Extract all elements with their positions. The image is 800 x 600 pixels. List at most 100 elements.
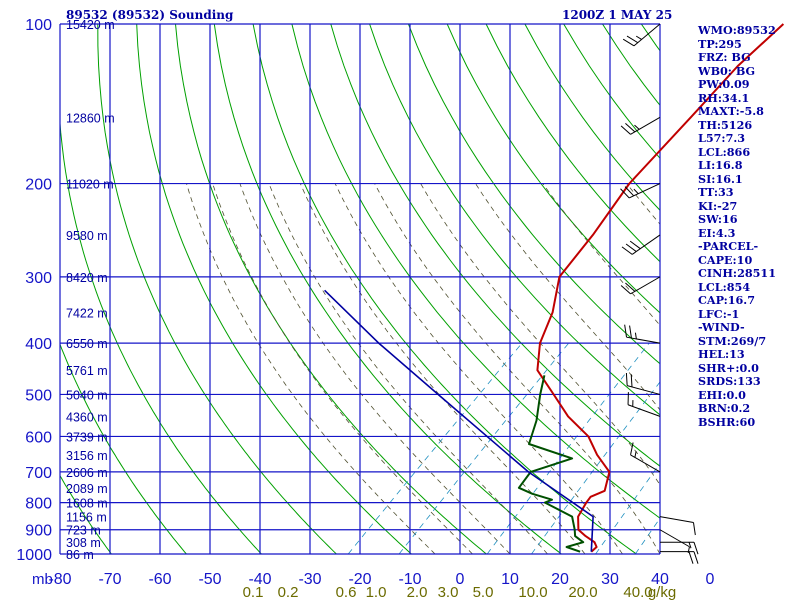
mixing-ratio-label: 0.6: [336, 584, 357, 600]
index-line: SRDS:133: [698, 374, 761, 388]
pressure-label: 800: [25, 496, 52, 513]
index-line: WMO:89532: [698, 23, 776, 37]
height-label: 86 m: [66, 548, 94, 562]
index-line: -WIND-: [698, 320, 745, 334]
pressure-label: 700: [25, 465, 52, 482]
temperature-tick-label: -80: [48, 571, 71, 588]
height-label: 2606 m: [66, 466, 108, 480]
mixing-ratio-label: 0.2: [278, 584, 299, 600]
index-line: LCL:854: [698, 279, 751, 294]
dry-adiabat: [213, 24, 562, 554]
moist-adiabat: [186, 183, 436, 554]
stability-indices-panel: WMO:89532 TP:295 FRZ: BG WB0: BG PW:0.09 RH:3…: [698, 23, 800, 429]
mixing-ratio-label: 1.0: [366, 584, 387, 600]
height-label: 5761 m: [66, 364, 108, 378]
pressure-label: 900: [25, 523, 52, 540]
pressure-label: 100: [25, 17, 52, 34]
temperature-tick-label: -20: [348, 571, 371, 588]
wind-barb: [660, 541, 699, 555]
moist-adiabat: [334, 183, 623, 554]
temperature-tick-label: -60: [148, 571, 171, 588]
index-line: CAPE:10: [698, 252, 753, 267]
height-label: 15420 m: [66, 18, 115, 32]
wind-barbs: [620, 23, 699, 564]
index-line: L57:7.3: [698, 131, 746, 145]
moist-adiabat: [268, 183, 548, 554]
pressure-label: 500: [25, 387, 52, 404]
height-label: 4360 m: [66, 410, 108, 424]
index-line: SI:16.1: [698, 171, 743, 186]
height-label: 723 m: [66, 524, 101, 538]
wind-barb: [624, 324, 661, 344]
index-line: -PARCEL-: [698, 239, 759, 253]
dry-adiabats: [60, 24, 660, 554]
wind-barb: [625, 372, 661, 395]
mixing-ratio-label: 20.0: [568, 584, 597, 600]
profile-lines: [324, 23, 785, 553]
index-line: STM:269/7: [698, 333, 767, 348]
temperature-tick-label: -30: [298, 571, 321, 588]
height-label: 6550 m: [66, 337, 108, 351]
wind-barb: [630, 442, 661, 473]
mixing-ratio-line: [486, 342, 650, 554]
wind-barb: [620, 116, 661, 135]
index-line: EHI:0.0: [698, 387, 746, 402]
station-title: 89532 (89532) Sounding: [66, 8, 234, 22]
dry-adiabat: [446, 24, 660, 314]
index-line: KI:-27: [698, 198, 738, 213]
dry-adiabat: [97, 24, 337, 554]
index-line: TP:295: [698, 36, 742, 51]
temperature-profile: [536, 23, 785, 553]
height-label: 3156 m: [66, 449, 108, 463]
height-label: 7422 m: [66, 306, 108, 320]
dry-adiabat: [60, 117, 262, 554]
temperature-tick-label: -70: [98, 571, 121, 588]
wind-barb: [659, 516, 696, 536]
dewpoint-profile: [517, 375, 585, 553]
temperature-tick-label: 0: [706, 571, 715, 588]
dry-adiabat: [330, 24, 660, 467]
temperature-tick-label: -10: [398, 571, 421, 588]
height-label: 2089 m: [66, 482, 108, 496]
dry-adiabat: [60, 474, 112, 554]
index-line: MAXT:-5.8: [698, 104, 764, 118]
mixing-ratio-label: 3.0: [438, 584, 459, 600]
temperature-tick-label: 40: [651, 571, 669, 588]
pressure-unit-label: mb: [32, 571, 53, 588]
moist-adiabat: [542, 183, 660, 326]
mixing-ratio-label: 40.0: [623, 584, 652, 600]
pressure-label: 300: [25, 270, 52, 287]
wind-barb: [620, 183, 661, 199]
pressure-label: 600: [25, 429, 52, 446]
mixing-ratio-label: 2.0: [407, 584, 428, 600]
index-line: TH:5126: [698, 117, 753, 132]
parcel-profile: [324, 289, 594, 552]
index-line: TT:33: [698, 185, 734, 199]
dry-adiabat: [136, 24, 412, 554]
index-line: BRN:0.2: [698, 401, 751, 415]
height-label: 11020 m: [66, 178, 114, 192]
index-line: PW:0.09: [698, 77, 750, 91]
index-line: WB0: BG: [698, 63, 756, 78]
wind-barb: [627, 392, 661, 417]
moist-adiabat: [299, 183, 586, 554]
index-line: CINH:28511: [698, 266, 776, 280]
height-label: 9580 m: [66, 229, 108, 243]
height-label: 3739 m: [66, 430, 108, 444]
temperature-tick-label: -50: [198, 571, 221, 588]
height-label: 1608 m: [66, 497, 108, 511]
dry-adiabat: [175, 24, 487, 554]
index-line: RH:34.1: [698, 90, 750, 105]
temperature-tick-label: 30: [601, 571, 619, 588]
temperature-tick-label: 0: [456, 571, 465, 588]
moist-adiabat: [475, 183, 660, 411]
dry-adiabat: [252, 24, 637, 554]
dry-adiabat: [60, 343, 187, 554]
wind-barb: [622, 23, 661, 47]
index-line: LCL:866: [698, 144, 751, 159]
pressure-label: 400: [25, 336, 52, 353]
moist-adiabat: [212, 183, 473, 554]
pressure-label: 1000: [16, 547, 52, 564]
